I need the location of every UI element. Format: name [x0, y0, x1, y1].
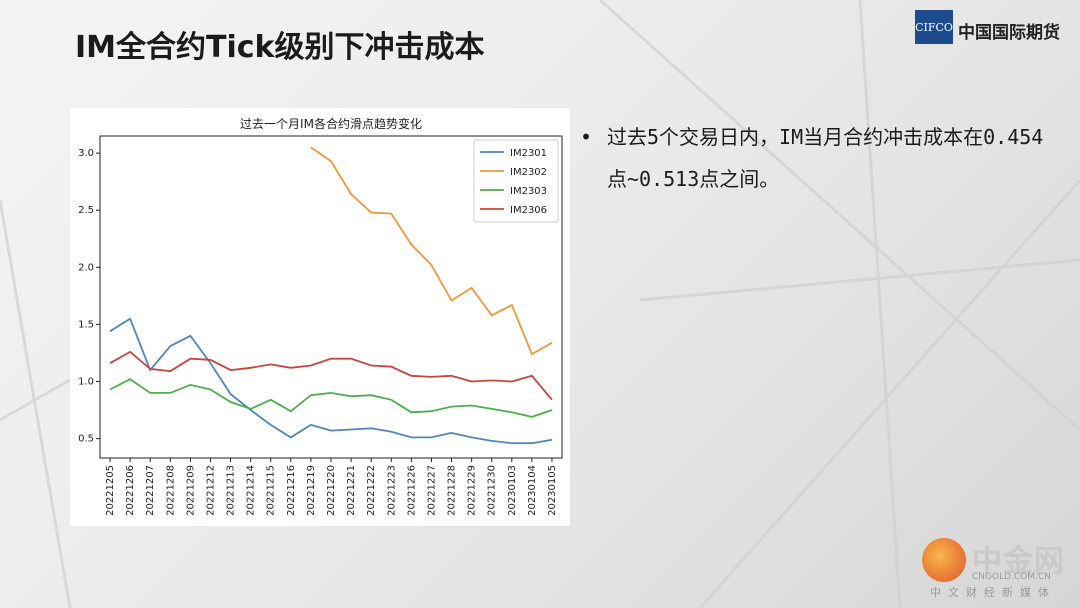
- watermark-url: CNGOLD.COM.CN: [972, 572, 1051, 582]
- x-tick-label: 20221230: [487, 465, 498, 516]
- x-tick-label: 20221208: [165, 465, 176, 516]
- legend-label: IM2302: [510, 167, 547, 178]
- watermark-name: 中金网: [972, 544, 1065, 579]
- x-tick-label: 20221215: [266, 465, 277, 516]
- line-chart: 过去一个月IM各合约滑点趋势变化 0.5 1.0 1.5 2.0 2.5 3.0 202212…: [78, 116, 563, 516]
- x-tick-label: 20221229: [467, 465, 478, 516]
- x-tick-label: 20221216: [286, 465, 297, 516]
- legend-label: IM2306: [510, 205, 547, 216]
- chart-panel: 过去一个月IM各合约滑点趋势变化 0.5 1.0 1.5 2.0 2.5 3.0 202212…: [70, 108, 570, 526]
- series-line-im2302: [310, 146, 553, 356]
- y-tick-label: 2.5: [78, 205, 94, 216]
- y-tick-label: 2.0: [78, 262, 94, 273]
- bullet-point: • 过去5个交易日内，IM当月合约冲击成本在0.454点~0.513点之间。: [580, 116, 1050, 200]
- bullet-text: 过去5个交易日内，IM当月合约冲击成本在0.454点~0.513点之间。: [607, 125, 1044, 191]
- series-line-im2301: [109, 317, 553, 445]
- x-tick-label: 20221206: [125, 465, 136, 516]
- x-tick-label: 20221219: [306, 465, 317, 516]
- y-tick-label: 1.5: [78, 319, 94, 330]
- watermark-sub: 中文财经新媒体: [930, 586, 1056, 599]
- x-tick-label: 20230103: [507, 465, 518, 516]
- chart-title: 过去一个月IM各合约滑点趋势变化: [240, 116, 422, 131]
- x-tick-label: 20221227: [426, 465, 437, 516]
- x-tick-label: 20221214: [246, 465, 257, 516]
- watermark: 中金网 CNGOLD.COM.CN 中文财经新媒体: [920, 532, 1070, 602]
- logo-text: 中国国际期货: [958, 23, 1060, 43]
- bullet-dot: •: [580, 125, 593, 149]
- cifco-logo: CIFCO: [915, 10, 953, 44]
- y-tick-label: 0.5: [78, 434, 94, 445]
- x-tick-label: 20221213: [226, 465, 237, 516]
- page-title: IM全合约Tick级别下冲击成本: [75, 30, 485, 65]
- x-tick-label: 20221222: [366, 465, 377, 516]
- x-tick-label: 20221223: [386, 465, 397, 516]
- x-tick-label: 20221226: [406, 465, 417, 516]
- x-tick-label: 20221205: [105, 465, 116, 516]
- y-tick-label: 1.0: [78, 376, 94, 387]
- x-tick-label: 20221212: [205, 465, 216, 516]
- x-tick-label: 20221221: [346, 465, 357, 516]
- series-line-im2306: [109, 350, 553, 401]
- y-tick-label: 3.0: [78, 148, 94, 159]
- series-line-im2303: [109, 378, 553, 418]
- x-tick-label: 20221207: [145, 465, 156, 516]
- legend-box: [473, 139, 559, 223]
- legend-label: IM2301: [510, 148, 547, 159]
- legend-label: IM2303: [510, 186, 547, 197]
- x-tick-label: 20230105: [547, 465, 558, 516]
- cngold-logo-icon: [922, 538, 966, 582]
- x-tick-label: 20221228: [447, 465, 458, 516]
- x-tick-label: 20230104: [527, 465, 538, 516]
- x-tick-label: 20221220: [326, 465, 337, 516]
- x-tick-label: 20221209: [185, 465, 196, 516]
